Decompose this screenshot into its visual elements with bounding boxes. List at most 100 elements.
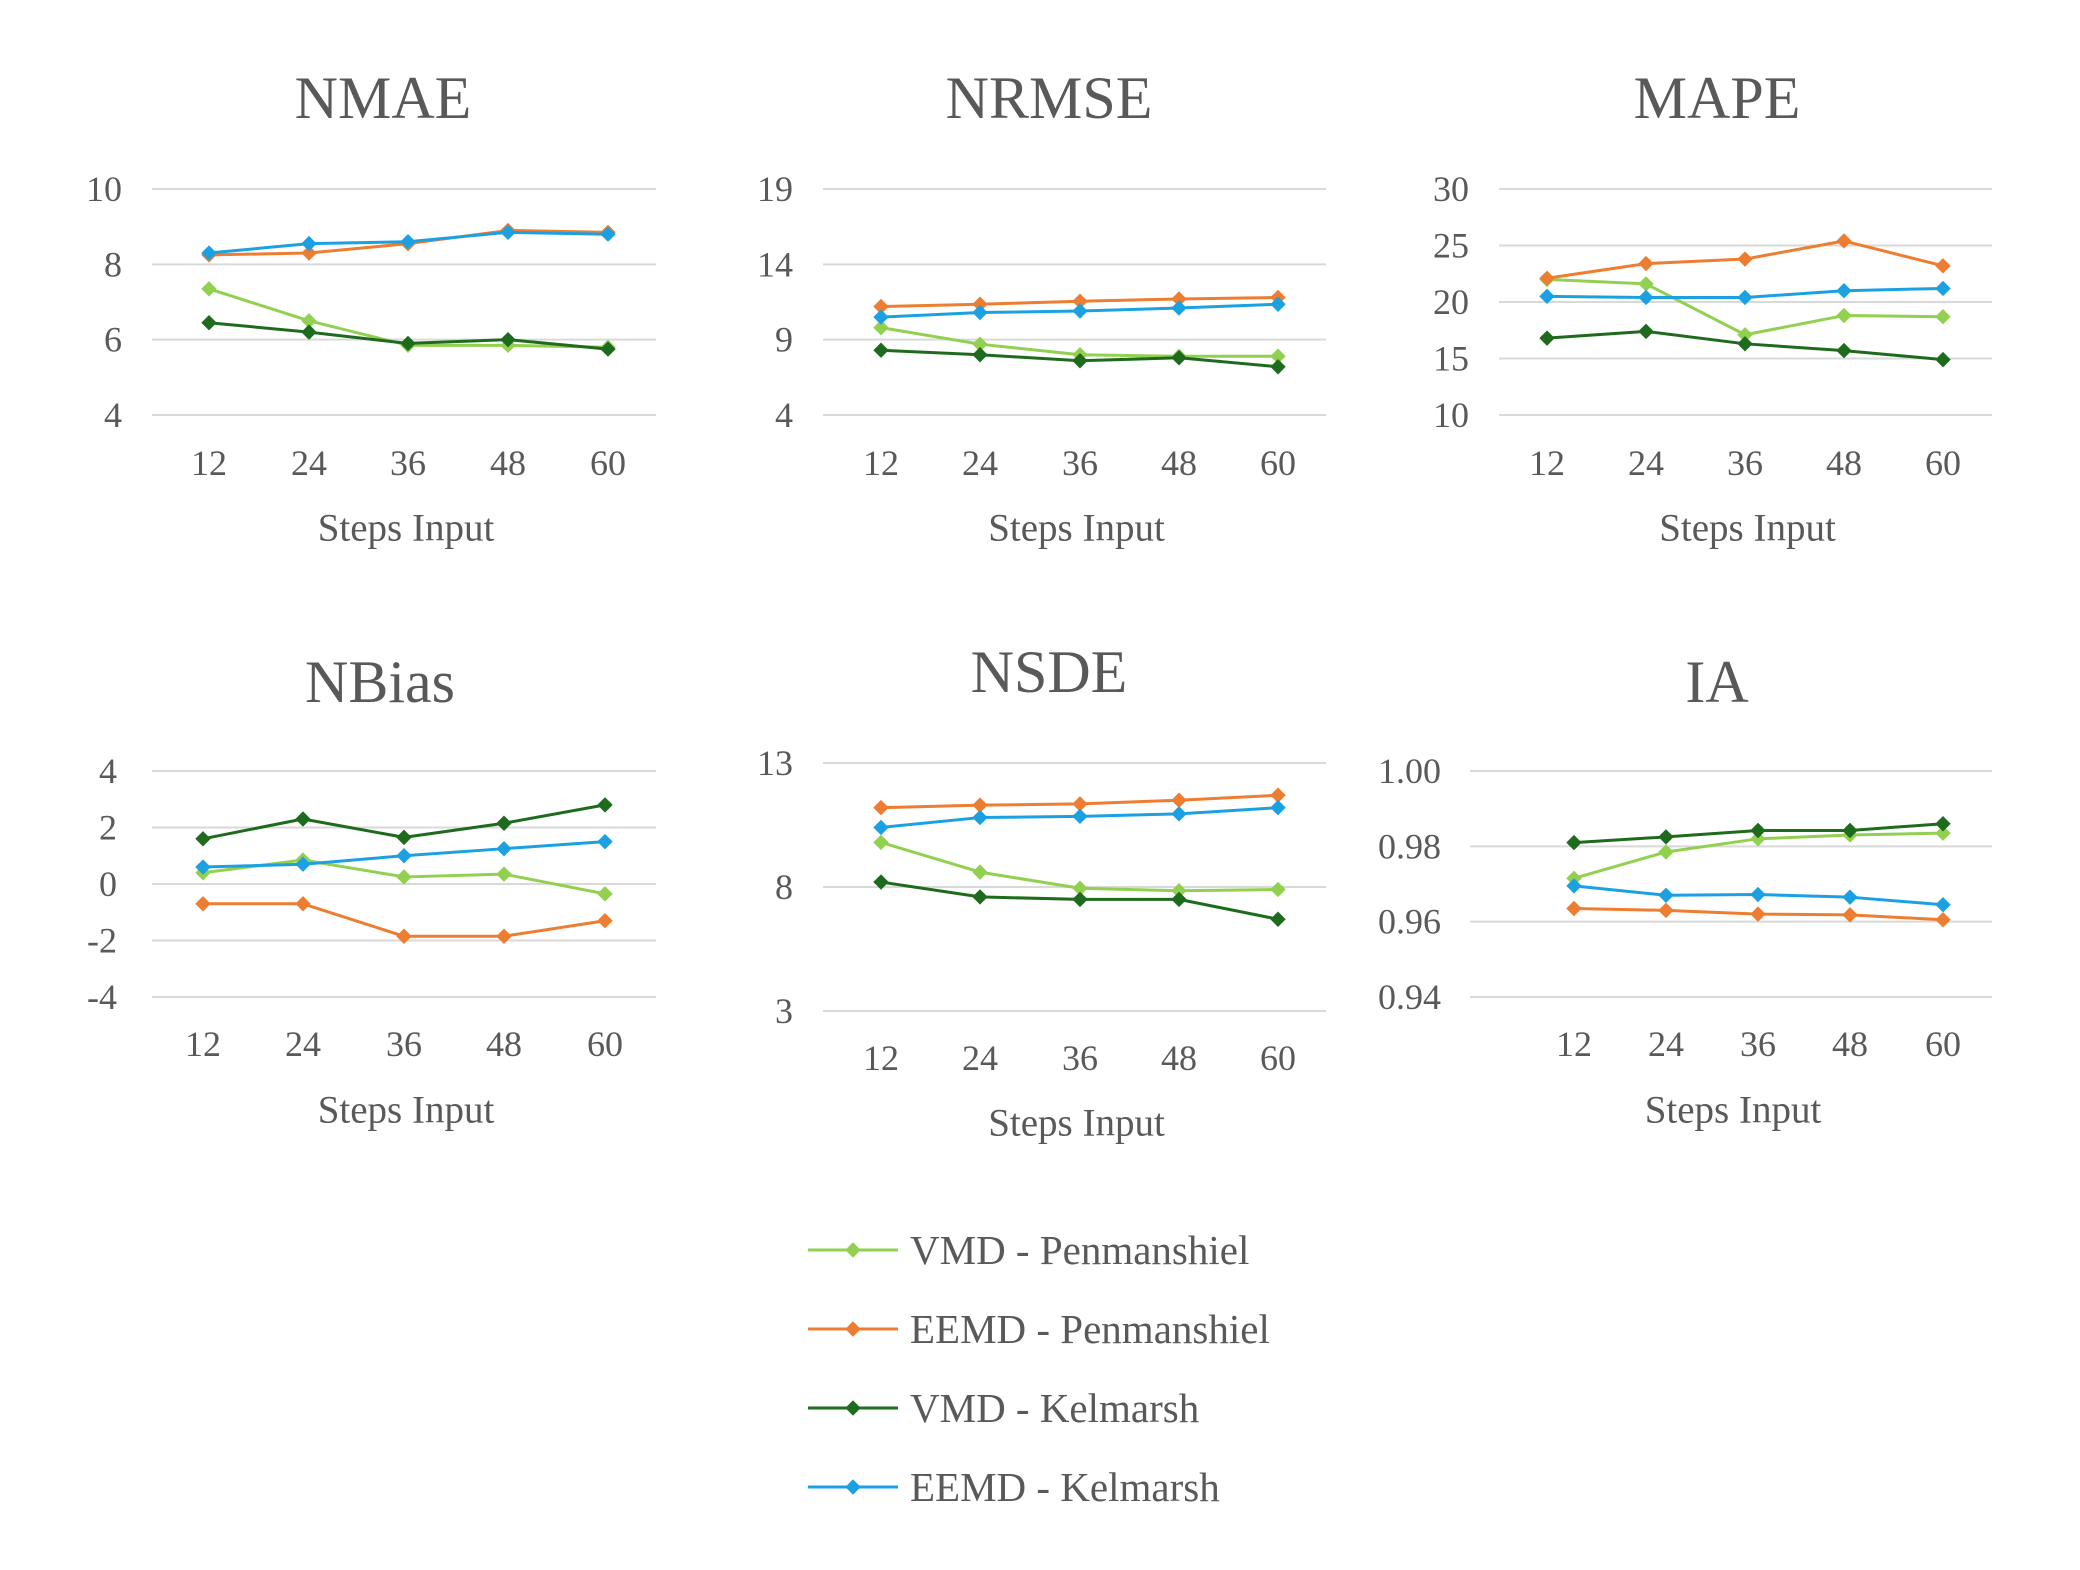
series-eemd-kelmarsh (873, 296, 1286, 325)
data-point (1935, 897, 1951, 913)
chart-title: NMAE (295, 65, 472, 131)
series-eemd-penmanshiel (1566, 900, 1951, 928)
data-point (1658, 829, 1674, 845)
y-tick-label: 4 (104, 395, 122, 435)
series-eemd-penmanshiel (195, 896, 613, 944)
x-axis-label: Steps Input (988, 507, 1165, 550)
series-vmd-kelmarsh (873, 874, 1286, 927)
data-point (1270, 881, 1286, 898)
data-point (1566, 878, 1582, 894)
data-point (1566, 900, 1582, 917)
y-tick-label: 6 (104, 320, 122, 360)
x-tick-label: 12 (863, 1038, 899, 1078)
y-tick-label: -4 (87, 977, 117, 1017)
data-point (500, 224, 516, 241)
y-tick-label: 8 (775, 867, 793, 907)
chart-title: MAPE (1634, 65, 1801, 131)
y-tick-label: 9 (775, 320, 793, 360)
data-point (1842, 889, 1858, 905)
chart-nrmse: NRMSE 4 9 14 19 12 24 36 48 60 Steps Input (757, 65, 1326, 550)
legend-marker (845, 1321, 861, 1337)
x-tick-label: 24 (285, 1024, 321, 1064)
legend-item-eemd-penmanshiel: EEMD - Penmanshiel (808, 1306, 1270, 1352)
data-point (301, 245, 317, 261)
data-point (201, 315, 217, 331)
data-point (1935, 308, 1951, 325)
data-point (1171, 350, 1187, 366)
data-point (1737, 289, 1753, 306)
x-tick-label: 60 (1260, 443, 1296, 483)
data-point (1935, 280, 1951, 297)
y-tick-label: -2 (87, 921, 117, 961)
data-point (972, 347, 988, 363)
data-point (1270, 296, 1286, 312)
data-point (873, 834, 889, 851)
chart-title: IA (1685, 649, 1748, 715)
data-point (496, 928, 512, 944)
data-point (1171, 891, 1187, 908)
y-tick-label: 10 (1433, 395, 1469, 435)
data-point (1072, 303, 1088, 319)
data-point (295, 811, 311, 827)
y-tick-label: 13 (757, 743, 793, 783)
series-line (1546, 277, 1944, 337)
data-point (195, 831, 211, 847)
x-tick-label: 36 (1062, 1038, 1098, 1078)
data-point (1935, 825, 1951, 841)
y-tick-label: 0 (99, 864, 117, 904)
data-point (873, 319, 889, 336)
y-tick-label: 8 (104, 244, 122, 284)
data-point (1171, 300, 1187, 316)
data-point (1171, 792, 1187, 808)
legend-marker (845, 1242, 861, 1258)
data-point (1638, 276, 1654, 292)
data-point (396, 928, 412, 944)
data-point (600, 341, 616, 357)
x-tick-label: 24 (291, 443, 327, 483)
y-tick-label: 10 (86, 169, 122, 209)
x-tick-label: 48 (1161, 1038, 1197, 1078)
data-point (1836, 307, 1852, 324)
data-point (496, 840, 512, 857)
series-eemd-kelmarsh (873, 799, 1286, 836)
y-tick-label: 15 (1433, 339, 1469, 379)
data-point (1750, 906, 1766, 922)
y-tick-label: 30 (1433, 169, 1469, 209)
data-point (500, 331, 516, 348)
x-tick-label: 12 (185, 1024, 221, 1064)
data-point (972, 304, 988, 321)
data-point (1539, 270, 1555, 286)
legend-label: VMD - Penmanshiel (910, 1227, 1249, 1273)
data-point (1935, 258, 1951, 274)
data-point (972, 889, 988, 905)
x-axis-label: Steps Input (1645, 1089, 1822, 1132)
legend-item-vmd-kelmarsh: VMD - Kelmarsh (808, 1385, 1199, 1431)
data-point (1842, 907, 1858, 923)
y-tick-label: 4 (99, 751, 117, 791)
series-vmd-kelmarsh (1566, 816, 1951, 851)
series-vmd-kelmarsh (1539, 323, 1951, 368)
series-eemd-kelmarsh (1539, 280, 1951, 306)
data-point (1750, 822, 1766, 839)
data-point (873, 819, 889, 836)
data-point (1638, 289, 1654, 306)
legend-label: VMD - Kelmarsh (910, 1385, 1199, 1431)
x-tick-label: 12 (863, 443, 899, 483)
legend-item-vmd-penmanshiel: VMD - Penmanshiel (808, 1227, 1249, 1273)
series-vmd-kelmarsh (195, 797, 613, 847)
data-point (496, 866, 512, 882)
series-eemd-kelmarsh (1566, 878, 1951, 913)
data-point (1935, 912, 1951, 928)
data-point (1658, 887, 1674, 904)
x-tick-label: 48 (1826, 443, 1862, 483)
x-tick-label: 36 (1727, 443, 1763, 483)
x-tick-label: 24 (1628, 443, 1664, 483)
x-tick-label: 36 (390, 443, 426, 483)
x-tick-label: 36 (1062, 443, 1098, 483)
data-point (600, 226, 616, 242)
data-point (1638, 323, 1654, 340)
y-tick-label: 0.98 (1378, 826, 1441, 866)
chart-nsde: NSDE 3 8 13 12 24 36 48 60 Steps Input (757, 639, 1326, 1145)
